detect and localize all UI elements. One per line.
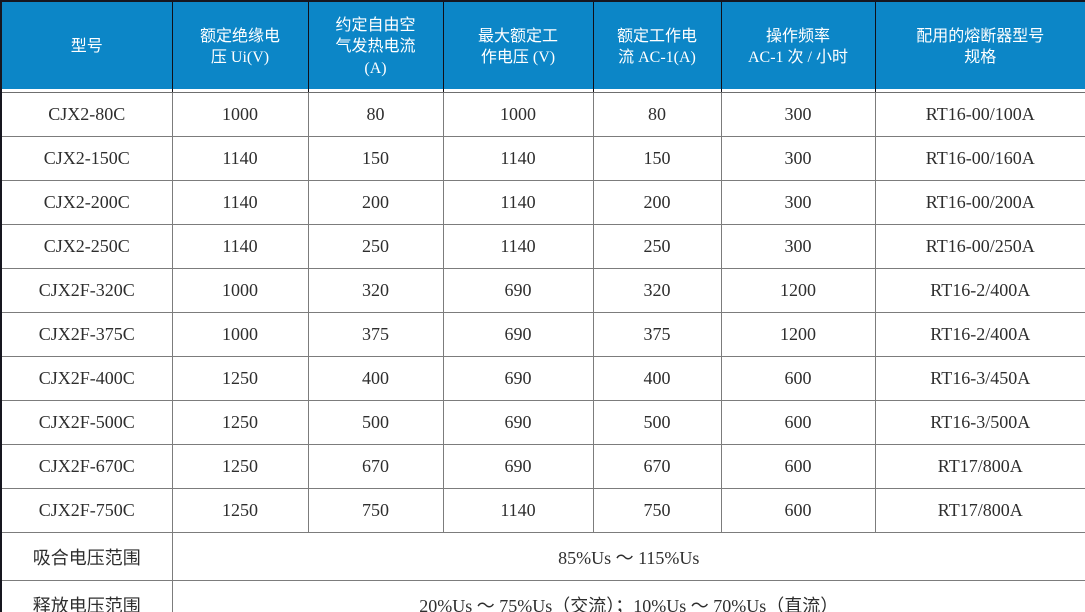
value-cell: 300 (720, 180, 876, 225)
pickup-voltage-row: 吸合电压范围 85%Us ～ 115%Us (0, 532, 1085, 581)
value-cell: 80 (307, 92, 444, 137)
value-cell: 1000 (442, 92, 594, 137)
model-cell: CJX2F-320C (0, 268, 173, 313)
value-cell: 80 (592, 92, 722, 137)
value-cell: RT16-00/250A (874, 224, 1085, 269)
value-cell: 1140 (171, 180, 309, 225)
value-cell: 600 (720, 356, 876, 401)
value-cell: 400 (307, 356, 444, 401)
header-cell-model: 型号 (0, 0, 173, 93)
header-cell-conventional-free-air-thermal-current: 约定自由空 气发热电流 (A) (307, 0, 444, 93)
value-cell: RT16-2/400A (874, 312, 1085, 357)
value-cell: 400 (592, 356, 722, 401)
value-cell: 1200 (720, 312, 876, 357)
table-body: CJX2-80C 1000 80 1000 80 300 RT16-00/100A CJX2-… (0, 92, 1085, 533)
value-cell: 1000 (171, 92, 309, 137)
header-cell-rated-operating-current-ac1: 额定工作电 流 AC-1(A) (592, 0, 722, 93)
value-cell: 1250 (171, 400, 309, 445)
model-cell: CJX2-150C (0, 136, 173, 181)
value-cell: RT16-3/500A (874, 400, 1085, 445)
table-row: CJX2-250C 1140 250 1140 250 300 RT16-00/250A (0, 224, 1085, 269)
table-footer: 吸合电压范围 85%Us ～ 115%Us 释放电压范围 20%Us ～ 75%… (0, 532, 1085, 612)
table-row: CJX2F-400C 1250 400 690 400 600 RT16-3/450A (0, 356, 1085, 401)
value-cell: 690 (442, 444, 594, 489)
release-voltage-value: 20%Us ～ 75%Us（交流）；10%Us ～ 70%Us（直流） (171, 580, 1085, 612)
value-cell: RT16-2/400A (874, 268, 1085, 313)
table-row: CJX2F-500C 1250 500 690 500 600 RT16-3/500A (0, 400, 1085, 445)
value-cell: 690 (442, 400, 594, 445)
value-cell: RT17/800A (874, 488, 1085, 533)
value-cell: 1250 (171, 444, 309, 489)
pickup-voltage-label: 吸合电压范围 (0, 532, 173, 581)
value-cell: 200 (592, 180, 722, 225)
model-cell: CJX2-250C (0, 224, 173, 269)
value-cell: 1250 (171, 356, 309, 401)
value-cell: RT16-00/160A (874, 136, 1085, 181)
value-cell: 1140 (442, 488, 594, 533)
release-voltage-label: 释放电压范围 (0, 580, 173, 612)
model-cell: CJX2F-670C (0, 444, 173, 489)
value-cell: RT16-00/200A (874, 180, 1085, 225)
model-cell: CJX2-80C (0, 92, 173, 137)
value-cell: 750 (307, 488, 444, 533)
value-cell: 690 (442, 312, 594, 357)
header-cell-operating-frequency: 操作频率 AC-1 次 / 小时 (720, 0, 876, 93)
value-cell: 600 (720, 400, 876, 445)
value-cell: 500 (307, 400, 444, 445)
header-cell-matching-fuse-model: 配用的熔断器型号 规格 (874, 0, 1085, 93)
value-cell: 690 (442, 268, 594, 313)
value-cell: 1000 (171, 268, 309, 313)
header-row: 型号 额定绝缘电 压 Ui(V) 约定自由空 气发热电流 (A) 最大额定工 作… (0, 0, 1085, 93)
model-cell: CJX2F-500C (0, 400, 173, 445)
value-cell: RT16-00/100A (874, 92, 1085, 137)
value-cell: 600 (720, 488, 876, 533)
table-row: CJX2F-320C 1000 320 690 320 1200 RT16-2/400A (0, 268, 1085, 313)
model-cell: CJX2-200C (0, 180, 173, 225)
release-voltage-row: 释放电压范围 20%Us ～ 75%Us（交流）；10%Us ～ 70%Us（直… (0, 580, 1085, 612)
value-cell: 300 (720, 92, 876, 137)
model-cell: CJX2F-400C (0, 356, 173, 401)
value-cell: 375 (592, 312, 722, 357)
value-cell: 250 (592, 224, 722, 269)
value-cell: 150 (592, 136, 722, 181)
value-cell: 750 (592, 488, 722, 533)
table-row: CJX2F-750C 1250 750 1140 750 600 RT17/800A (0, 488, 1085, 533)
value-cell: 320 (307, 268, 444, 313)
value-cell: 300 (720, 136, 876, 181)
value-cell: 1140 (171, 224, 309, 269)
table-row: CJX2-150C 1140 150 1140 150 300 RT16-00/160A (0, 136, 1085, 181)
header-cell-rated-insulation-voltage: 额定绝缘电 压 Ui(V) (171, 0, 309, 93)
table-row: CJX2-80C 1000 80 1000 80 300 RT16-00/100A (0, 92, 1085, 137)
value-cell: 670 (592, 444, 722, 489)
value-cell: 1250 (171, 488, 309, 533)
value-cell: 250 (307, 224, 444, 269)
value-cell: 690 (442, 356, 594, 401)
value-cell: 1000 (171, 312, 309, 357)
model-cell: CJX2F-375C (0, 312, 173, 357)
value-cell: 500 (592, 400, 722, 445)
value-cell: RT16-3/450A (874, 356, 1085, 401)
header-cell-max-rated-operating-voltage: 最大额定工 作电压 (V) (442, 0, 594, 93)
pickup-voltage-value: 85%Us ～ 115%Us (171, 532, 1085, 581)
value-cell: 1140 (442, 136, 594, 181)
table-row: CJX2F-375C 1000 375 690 375 1200 RT16-2/400A (0, 312, 1085, 357)
table-header: 型号 额定绝缘电 压 Ui(V) 约定自由空 气发热电流 (A) 最大额定工 作… (0, 0, 1085, 93)
model-cell: CJX2F-750C (0, 488, 173, 533)
value-cell: 1140 (171, 136, 309, 181)
value-cell: 320 (592, 268, 722, 313)
value-cell: 375 (307, 312, 444, 357)
table-row: CJX2F-670C 1250 670 690 670 600 RT17/800A (0, 444, 1085, 489)
value-cell: 300 (720, 224, 876, 269)
value-cell: 200 (307, 180, 444, 225)
value-cell: 1140 (442, 180, 594, 225)
table-row: CJX2-200C 1140 200 1140 200 300 RT16-00/200A (0, 180, 1085, 225)
value-cell: 1140 (442, 224, 594, 269)
value-cell: 150 (307, 136, 444, 181)
value-cell: 670 (307, 444, 444, 489)
value-cell: RT17/800A (874, 444, 1085, 489)
value-cell: 1200 (720, 268, 876, 313)
value-cell: 600 (720, 444, 876, 489)
